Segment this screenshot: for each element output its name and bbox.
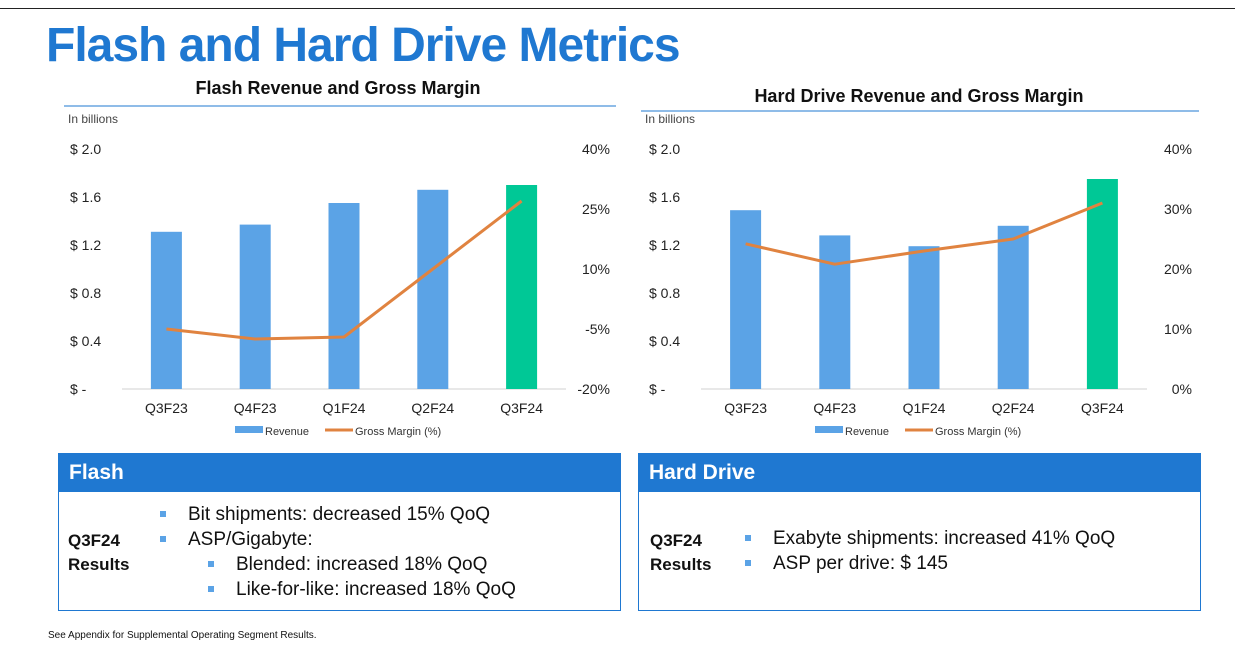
revenue-bar (417, 189, 449, 389)
revenue-bar (997, 225, 1029, 389)
y-left-tick-label: $ 0.8 (649, 285, 680, 301)
legend-revenue-label: Revenue (265, 426, 309, 438)
y-right-tick-label: 0% (1172, 381, 1192, 397)
hdd-panel-header: Hard Drive (639, 454, 1200, 492)
bullet-square-icon (160, 511, 166, 517)
hdd-results-panel: Hard Drive Q3F24 Results Exabyte shipmen… (638, 453, 1201, 611)
y-right-tick-label: 30% (1164, 201, 1192, 217)
x-tick-label: Q3F24 (500, 400, 543, 416)
revenue-bar (239, 224, 271, 389)
legend-revenue-label: Revenue (845, 426, 889, 438)
revenue-bar (506, 185, 538, 389)
hdd-results-label-line2: Results (650, 555, 712, 574)
y-right-tick-label: 40% (1164, 141, 1192, 157)
chart-title: Flash Revenue and Gross Margin (195, 78, 480, 98)
revenue-bar (1086, 179, 1118, 389)
y-left-tick-label: $ 2.0 (649, 141, 680, 157)
bullet-square-icon (745, 535, 751, 541)
flash-results-panel: Flash Q3F24 Results Bit shipments: decre… (58, 453, 621, 611)
legend-margin-label: Gross Margin (%) (935, 426, 1021, 438)
revenue-bar (150, 231, 182, 389)
unit-label: In billions (68, 112, 118, 126)
page-title: Flash and Hard Drive Metrics (46, 19, 681, 72)
bullet-text: Like-for-like: increased 18% QoQ (236, 579, 516, 600)
legend-revenue-swatch (815, 426, 843, 433)
y-right-tick-label: 20% (1164, 261, 1192, 277)
x-tick-label: Q3F23 (145, 400, 188, 416)
bullet-text: ASP per drive: $ 145 (773, 553, 948, 574)
y-left-tick-label: $ 1.2 (649, 237, 680, 253)
x-tick-label: Q4F23 (813, 400, 856, 416)
y-left-tick-label: $ - (70, 381, 87, 397)
hdd-results-label: Q3F24 Results (650, 529, 711, 577)
bullet-square-icon (160, 536, 166, 542)
list-item: Blended: increased 18% QoQ (160, 552, 516, 577)
x-tick-label: Q3F24 (1081, 400, 1124, 416)
y-left-tick-label: $ 2.0 (70, 141, 101, 157)
bullet-text: Bit shipments: decreased 15% QoQ (188, 504, 491, 525)
unit-label: In billions (645, 112, 695, 126)
y-right-tick-label: -5% (585, 321, 610, 337)
hdd-revenue-chart: Hard Drive Revenue and Gross Margin In bi… (641, 86, 1199, 438)
y-left-tick-label: $ 0.4 (649, 333, 680, 349)
revenue-bar (819, 235, 851, 389)
y-right-tick-label: 25% (582, 201, 610, 217)
flash-results-label: Q3F24 Results (68, 529, 129, 577)
y-left-tick-label: $ 0.8 (70, 285, 101, 301)
list-item: Bit shipments: decreased 15% QoQ (160, 502, 516, 527)
bullet-square-icon (208, 561, 214, 567)
gross-margin-line (745, 201, 1103, 266)
revenue-bar (730, 210, 762, 389)
bullet-square-icon (745, 560, 751, 566)
hdd-results-list: Exabyte shipments: increased 41% QoQ ASP… (745, 526, 1115, 576)
list-item: Exabyte shipments: increased 41% QoQ (745, 526, 1115, 551)
y-left-tick-label: $ 1.2 (70, 237, 101, 253)
flash-results-list: Bit shipments: decreased 15% QoQ ASP/Gig… (160, 502, 516, 602)
flash-results-label-line1: Q3F24 (68, 531, 120, 550)
flash-results-label-line2: Results (68, 555, 130, 574)
y-right-tick-label: 10% (582, 261, 610, 277)
revenue-bar (328, 203, 360, 389)
legend-margin-label: Gross Margin (%) (355, 426, 441, 438)
y-left-tick-label: $ 1.6 (649, 189, 680, 205)
x-tick-label: Q1F24 (903, 400, 946, 416)
list-item: ASP/Gigabyte: (160, 527, 516, 552)
legend-revenue-swatch (235, 426, 263, 433)
y-right-tick-label: 10% (1164, 321, 1192, 337)
x-tick-label: Q2F24 (992, 400, 1035, 416)
hdd-results-label-line1: Q3F24 (650, 531, 702, 550)
y-right-tick-label: 40% (582, 141, 610, 157)
x-tick-label: Q1F24 (323, 400, 366, 416)
gross-margin-line (166, 199, 523, 341)
list-item: Like-for-like: increased 18% QoQ (160, 577, 516, 602)
y-left-tick-label: $ 0.4 (70, 333, 101, 349)
top-rule (0, 8, 1235, 9)
x-tick-label: Q3F23 (724, 400, 767, 416)
revenue-bar (908, 246, 940, 389)
bullet-text: Exabyte shipments: increased 41% QoQ (773, 528, 1116, 549)
footnote: See Appendix for Supplemental Operating … (48, 630, 317, 641)
y-left-tick-label: $ 1.6 (70, 189, 101, 205)
chart-title: Hard Drive Revenue and Gross Margin (754, 86, 1083, 106)
bullet-square-icon (208, 586, 214, 592)
x-tick-label: Q4F23 (234, 400, 277, 416)
bullet-text: Blended: increased 18% QoQ (236, 554, 488, 575)
y-left-tick-label: $ - (649, 381, 666, 397)
bullet-text: ASP/Gigabyte: (188, 529, 313, 550)
flash-revenue-chart: Flash Revenue and Gross Margin In billion… (64, 78, 616, 438)
flash-panel-header: Flash (59, 454, 620, 492)
x-tick-label: Q2F24 (411, 400, 454, 416)
y-right-tick-label: -20% (577, 381, 610, 397)
list-item: ASP per drive: $ 145 (745, 551, 1115, 576)
